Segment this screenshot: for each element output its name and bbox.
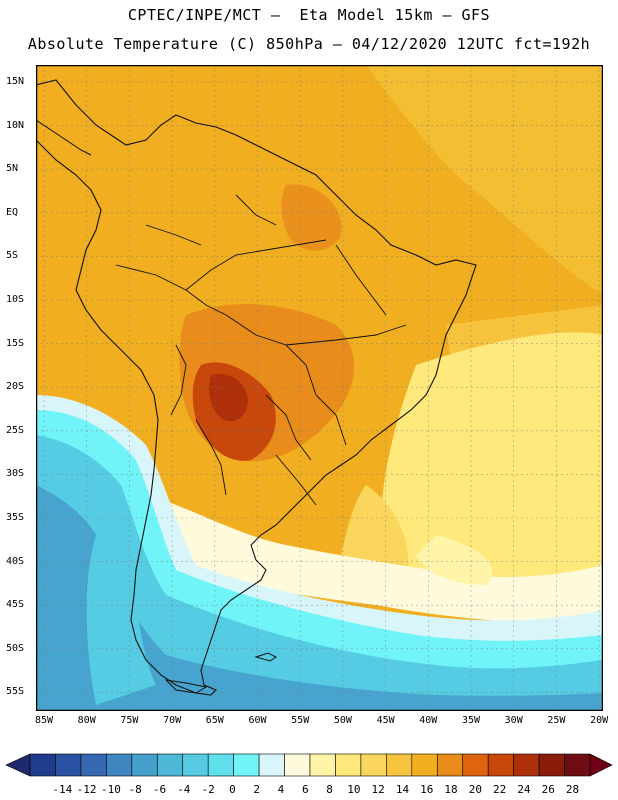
country-borders (115, 194, 407, 506)
colorbar-tick-label: 0 (229, 783, 236, 796)
colorbar-swatch (360, 753, 387, 777)
colorbar-tick-label: 18 (444, 783, 458, 796)
colorbar-swatch (80, 753, 107, 777)
latitude-label: 40S (6, 555, 25, 567)
latitude-label: 5S (6, 250, 19, 262)
latitude-label: 30S (6, 468, 25, 480)
latitude-label: 5N (6, 163, 19, 175)
colorbar-tick-label: 6 (301, 783, 309, 796)
colorbar-tick-label: 16 (420, 783, 434, 796)
latitude-label: EQ (6, 206, 19, 218)
coastline (36, 79, 477, 696)
latitude-label: 25S (6, 424, 25, 436)
longitude-label: 80W (77, 715, 96, 726)
colorbar-swatch (564, 753, 591, 777)
latitude-label: 35S (6, 512, 25, 523)
field-sky (36, 435, 603, 711)
colorbar-swatch (487, 753, 514, 777)
field-cream (146, 495, 603, 625)
longitude-label: 45W (376, 715, 395, 726)
temperature-map (36, 65, 603, 711)
longitude-label: 65W (205, 715, 224, 726)
longitude-label: 40W (419, 715, 438, 726)
colorbar-swatch (182, 753, 209, 777)
colorbar-tick-label: 24 (517, 783, 531, 796)
colorbar-swatch (131, 753, 158, 777)
coastline-central-america (36, 119, 92, 156)
colorbar-swatch (538, 753, 565, 777)
latitude-label: 10N (6, 119, 25, 131)
longitude-label: 20W (590, 715, 609, 726)
map-frame (36, 65, 603, 711)
colorbar-tick-label: 8 (326, 783, 333, 796)
longitude-label: 75W (120, 715, 139, 726)
colorbar-tick-label: -10 (100, 783, 121, 796)
colorbar-tick-label: 12 (371, 783, 385, 796)
field-cyan-pocket (86, 535, 156, 705)
colorbar-tick-label: -14 (52, 783, 73, 796)
colorbar-tick-label: 20 (468, 783, 482, 796)
colorbar-swatch (207, 753, 234, 777)
colorbar-swatch (55, 753, 82, 777)
field-cream-east (416, 535, 493, 585)
longitude-label: 55W (291, 715, 310, 726)
longitude-label: 25W (547, 715, 566, 726)
colorbar-tick-label: -8 (128, 783, 142, 796)
falkland-islands (254, 652, 277, 662)
latitude-label: 15S (6, 337, 25, 349)
field-hot-north (281, 184, 342, 251)
latitude-label: 15N (6, 76, 25, 87)
colorbar-tick-label: -12 (76, 783, 97, 796)
colorbar-swatch (29, 753, 56, 777)
latitude-label: 55S (6, 686, 25, 698)
map-canvas (36, 65, 603, 711)
colorbar-swatch (411, 753, 438, 777)
colorbar-swatch (258, 753, 285, 777)
field-pale-yellow (381, 332, 603, 598)
colorbar-swatch (335, 753, 362, 777)
colorbar-max-arrow (589, 753, 613, 777)
tierra-del-fuego (164, 679, 208, 694)
colorbar-tick-label: 22 (493, 783, 507, 796)
colorbar (5, 753, 613, 777)
longitude-label: 60W (248, 715, 267, 726)
colorbar-swatch (386, 753, 413, 777)
colorbar-swatch (284, 753, 311, 777)
colorbar-min-arrow (5, 753, 31, 777)
colorbar-tick-label: -2 (201, 783, 215, 796)
longitude-label: 85W (34, 715, 54, 726)
longitude-label: 35W (461, 715, 481, 726)
colorbar-tick-label: 26 (541, 783, 555, 796)
colorbar-tick-label: 28 (565, 783, 580, 796)
longitude-label: 70W (163, 715, 182, 726)
field-hottest-core (209, 373, 248, 422)
longitude-label: 30W (504, 715, 523, 726)
latitude-label: 50S (6, 642, 25, 654)
colorbar-swatch (156, 753, 184, 777)
colorbar-tick-label: -6 (152, 783, 167, 796)
colorbar-swatch (436, 753, 464, 777)
colorbar-tick-label: -4 (177, 783, 191, 796)
latitude-label: 10S (6, 294, 25, 305)
chart-subtitle: Absolute Temperature (C) 850hPa – 04/12/… (27, 35, 591, 53)
chart-title: CPTEC/INPE/MCT – Eta Model 15km – GFS (127, 6, 491, 24)
longitude-label: 50W (333, 715, 352, 726)
colorbar-tick-label: 10 (347, 783, 361, 796)
colorbar-swatch (513, 753, 540, 777)
colorbar-swatch (233, 753, 260, 777)
colorbar-swatch (462, 753, 489, 777)
colorbar-tick-label: 2 (253, 783, 260, 796)
colorbar-swatch (309, 753, 336, 777)
colorbar-tick-label: 4 (277, 783, 285, 796)
latitude-label: 20S (6, 381, 25, 393)
colorbar-tick-label: 14 (395, 783, 410, 796)
field-blue (36, 485, 603, 711)
latitude-label: 45S (6, 599, 25, 611)
field-light-north (366, 65, 603, 295)
colorbar-swatch (106, 753, 133, 777)
